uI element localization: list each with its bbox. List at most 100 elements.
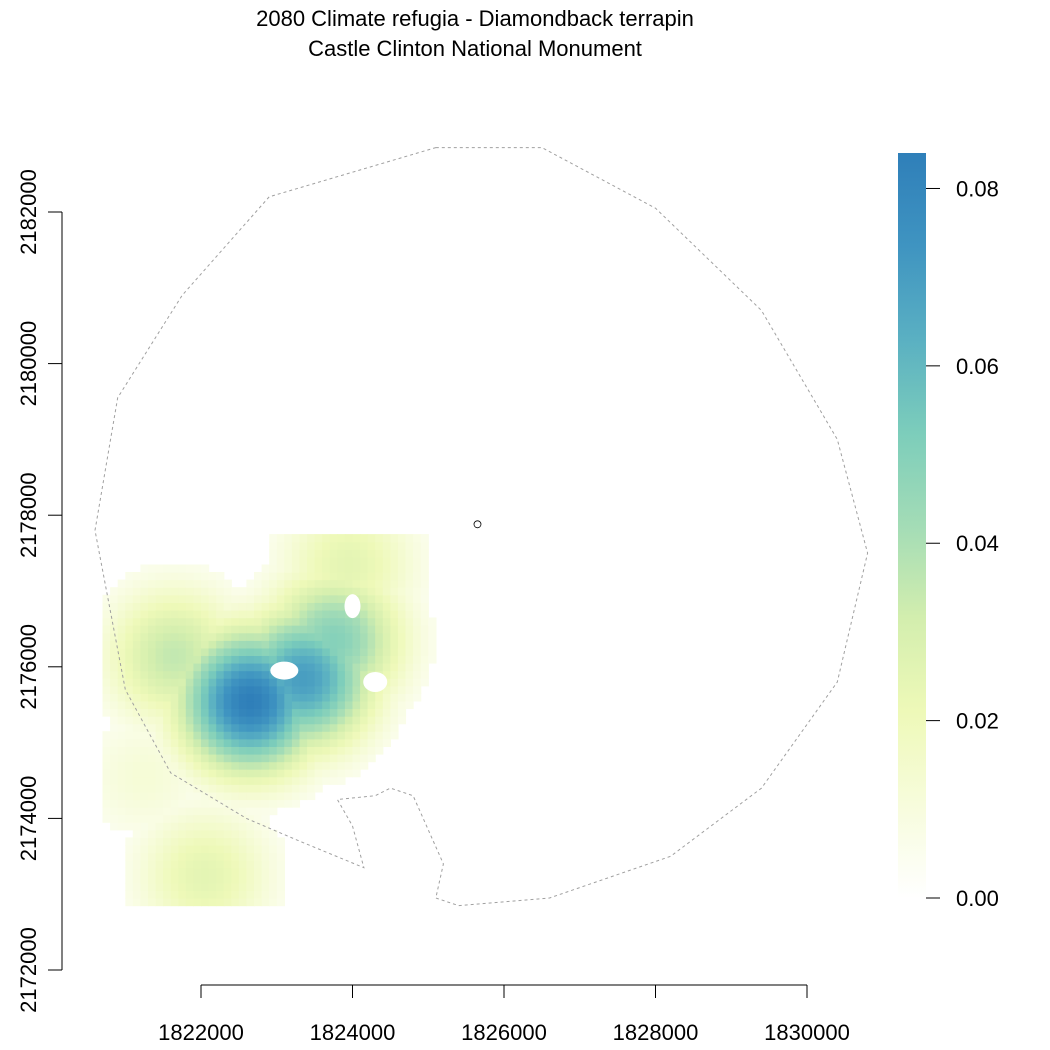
raster-cell bbox=[352, 716, 361, 725]
raster-cell bbox=[170, 852, 179, 861]
raster-cell bbox=[291, 716, 301, 725]
raster-cell bbox=[216, 579, 225, 588]
raster-cell bbox=[110, 693, 119, 702]
raster-cell bbox=[125, 716, 134, 725]
raster-cell bbox=[382, 738, 391, 747]
raster-cell bbox=[170, 844, 179, 854]
raster-cell bbox=[185, 784, 194, 793]
raster-cell bbox=[360, 602, 369, 611]
raster-cell bbox=[125, 663, 134, 672]
raster-cell bbox=[231, 875, 240, 884]
raster-cell bbox=[390, 617, 399, 626]
raster-cell bbox=[216, 844, 225, 854]
raster-cell bbox=[155, 708, 164, 717]
raster-cell bbox=[193, 731, 202, 740]
raster-cell bbox=[344, 617, 354, 626]
raster-cell bbox=[291, 594, 301, 603]
raster-cell bbox=[125, 731, 134, 740]
raster-cell bbox=[246, 807, 255, 816]
raster-cell bbox=[193, 837, 202, 846]
raster-cell bbox=[299, 746, 308, 755]
raster-cell bbox=[170, 875, 179, 884]
raster-cell bbox=[261, 708, 270, 717]
raster-cell bbox=[284, 731, 293, 740]
raster-cell bbox=[269, 610, 278, 619]
raster-cell bbox=[382, 632, 391, 641]
raster-cell bbox=[208, 890, 217, 899]
raster-gap bbox=[344, 594, 361, 619]
raster-cell bbox=[155, 746, 164, 755]
raster-cell bbox=[276, 685, 285, 694]
y-tick-label: 2172000 bbox=[16, 927, 41, 1013]
raster-cell bbox=[322, 556, 331, 566]
raster-cell bbox=[231, 708, 240, 717]
raster-cell bbox=[413, 594, 422, 603]
raster-cell bbox=[254, 807, 263, 816]
raster-cell bbox=[178, 898, 187, 907]
raster-cell bbox=[284, 761, 293, 770]
raster-cell bbox=[117, 746, 126, 755]
raster-cell bbox=[390, 647, 399, 656]
raster-cell bbox=[360, 625, 369, 634]
raster-cell bbox=[140, 799, 149, 808]
raster-cell bbox=[170, 776, 179, 785]
raster-cell bbox=[155, 844, 164, 854]
raster-cell bbox=[155, 890, 164, 899]
raster-cell bbox=[246, 716, 255, 725]
raster-cell bbox=[352, 572, 361, 581]
raster-cell bbox=[352, 746, 361, 755]
raster-cell bbox=[216, 632, 225, 641]
raster-cell bbox=[163, 670, 172, 679]
raster-cell bbox=[208, 746, 217, 755]
raster-cell bbox=[125, 837, 134, 846]
raster-cell bbox=[254, 647, 263, 656]
raster-cell bbox=[140, 807, 149, 816]
raster-cell bbox=[299, 610, 308, 619]
raster-cell bbox=[261, 625, 270, 634]
raster-cell bbox=[231, 860, 240, 869]
raster-cell bbox=[148, 647, 157, 656]
raster-cell bbox=[208, 655, 217, 664]
raster-cell bbox=[102, 761, 111, 770]
raster-cell bbox=[322, 678, 331, 687]
raster-cell bbox=[140, 754, 149, 763]
raster-cell bbox=[352, 556, 361, 566]
raster-cell bbox=[208, 625, 217, 634]
raster-cell bbox=[261, 761, 270, 770]
raster-cell bbox=[185, 867, 194, 876]
raster-cell bbox=[178, 829, 187, 838]
raster-cell bbox=[337, 754, 346, 763]
raster-cell bbox=[269, 776, 278, 785]
raster-cell bbox=[110, 663, 119, 672]
raster-cell bbox=[148, 754, 157, 763]
raster-cell bbox=[397, 647, 407, 656]
raster-cell bbox=[261, 678, 270, 687]
raster-cell bbox=[102, 602, 111, 611]
raster-cell bbox=[269, 754, 278, 763]
raster-cell bbox=[208, 572, 217, 581]
raster-cell bbox=[314, 534, 323, 543]
raster-cell bbox=[163, 731, 172, 740]
raster-cell bbox=[299, 693, 308, 702]
raster-cell bbox=[155, 700, 164, 710]
raster-cell bbox=[238, 807, 248, 816]
raster-cell bbox=[291, 700, 301, 710]
raster-cell bbox=[193, 867, 202, 876]
raster-cell bbox=[223, 829, 232, 838]
raster-cell bbox=[375, 647, 384, 656]
raster-cell bbox=[163, 640, 172, 649]
raster-cell bbox=[163, 890, 172, 899]
raster-cell bbox=[125, 625, 134, 634]
raster-cell bbox=[284, 655, 293, 664]
raster-cell bbox=[428, 617, 437, 626]
raster-cell bbox=[170, 746, 179, 755]
raster-cell bbox=[148, 769, 157, 778]
raster-cell bbox=[178, 678, 187, 687]
raster-cell bbox=[170, 814, 179, 823]
raster-cell bbox=[367, 579, 376, 588]
raster-cell bbox=[276, 700, 285, 710]
raster-cell bbox=[291, 761, 301, 770]
raster-cell bbox=[254, 837, 263, 846]
raster-cell bbox=[125, 776, 134, 785]
y-tick-label: 2182000 bbox=[16, 169, 41, 255]
